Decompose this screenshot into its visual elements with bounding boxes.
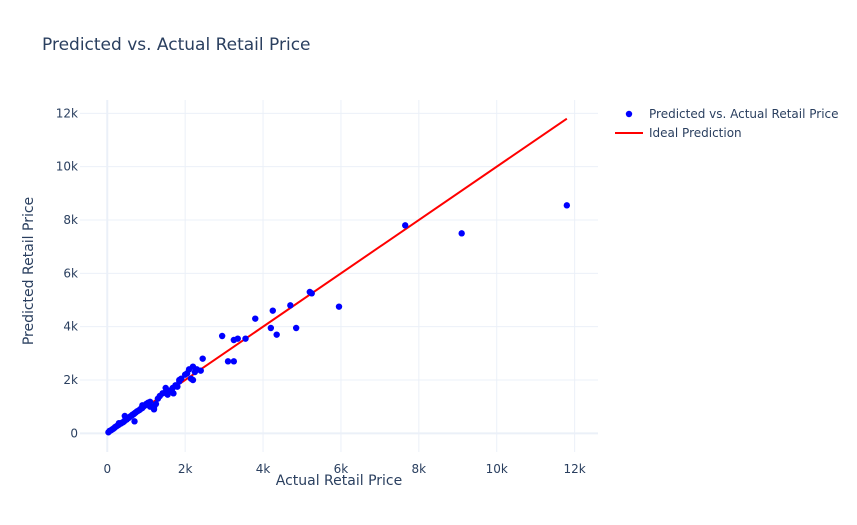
y-axis-label: Predicted Retail Price xyxy=(21,197,37,345)
x-tick-label: 10k xyxy=(486,462,508,476)
scatter-point xyxy=(131,418,138,425)
scatter-point xyxy=(335,303,343,310)
scatter-point xyxy=(174,383,181,390)
x-axis-label: Actual Retail Price xyxy=(276,473,402,489)
scatter-point xyxy=(189,376,197,384)
y-tick-label: 8k xyxy=(63,213,78,227)
x-tick-label: 6k xyxy=(334,462,349,476)
x-tick-label: 2k xyxy=(178,462,193,476)
scatter-point xyxy=(129,411,136,418)
y-tick-label: 6k xyxy=(63,266,78,280)
scatter-point xyxy=(292,324,300,332)
y-tick-label: 12k xyxy=(56,106,78,120)
scatter-point xyxy=(162,384,169,392)
scatter-point xyxy=(230,358,238,365)
scatter-point xyxy=(273,331,280,338)
chart-title: Predicted vs. Actual Retail Price xyxy=(42,35,311,55)
scatter-point xyxy=(402,222,409,229)
scatter-point xyxy=(176,376,183,384)
scatter-point xyxy=(308,290,315,297)
ideal-line-layer xyxy=(106,117,568,435)
scatter-point xyxy=(287,302,294,309)
scatter-point xyxy=(170,390,177,397)
scatter-point xyxy=(197,367,204,374)
scatter-point xyxy=(234,335,241,342)
x-tick-label: 4k xyxy=(256,462,271,476)
y-tick-label: 0 xyxy=(70,426,78,440)
gridlines xyxy=(80,100,598,452)
legend-label-scatter[interactable]: Predicted vs. Actual Retail Price xyxy=(649,107,839,121)
x-tick-label: 0 xyxy=(103,462,111,476)
scatter-point xyxy=(563,202,571,209)
scatter-points xyxy=(105,202,571,436)
y-tick-label: 4k xyxy=(63,320,78,334)
ideal-prediction-line xyxy=(106,117,568,435)
scatter-point xyxy=(242,335,249,342)
x-tick-label: 8k xyxy=(412,462,427,476)
scatter-point xyxy=(146,398,154,406)
scatter-point xyxy=(199,355,206,362)
x-tick-label: 12k xyxy=(564,462,586,476)
x-tick-labels: 0 2k 4k 6k 8k 10k 12k xyxy=(103,462,585,476)
scatter-point xyxy=(269,307,276,314)
scatter-point xyxy=(152,400,160,408)
scatter-point xyxy=(458,230,465,237)
legend[interactable]: Predicted vs. Actual Retail Price Ideal P… xyxy=(615,107,839,140)
scatter-point xyxy=(267,324,275,332)
scatter-point xyxy=(252,315,259,322)
scatter-point xyxy=(121,412,128,420)
y-tick-label: 2k xyxy=(63,373,78,387)
scatter-point xyxy=(139,402,146,409)
y-tick-labels: 0 2k 4k 6k 8k 10k 12k xyxy=(56,106,78,440)
scatter-point xyxy=(218,332,226,340)
legend-label-line[interactable]: Ideal Prediction xyxy=(649,126,742,140)
y-tick-label: 10k xyxy=(56,160,78,174)
scatter-point xyxy=(224,358,232,365)
scatter-point xyxy=(150,406,158,413)
legend-marker-scatter xyxy=(625,110,633,118)
scatter-point xyxy=(115,420,123,427)
